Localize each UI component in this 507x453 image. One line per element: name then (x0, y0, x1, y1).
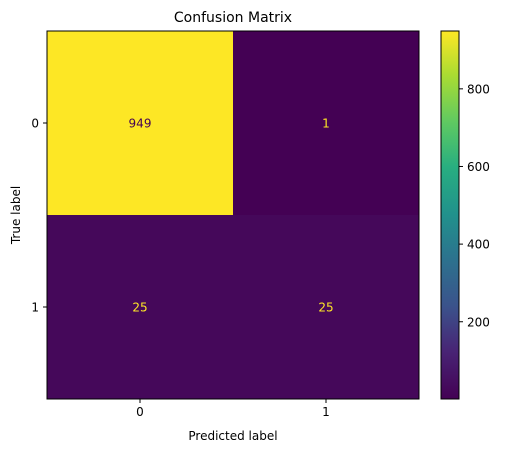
x-axis-label: Predicted label (188, 429, 277, 443)
heatmap-cell (233, 31, 420, 216)
cell-value-label: 25 (132, 301, 147, 315)
heatmap-cells: 949 1 25 25 (47, 31, 420, 400)
heatmap-cell (47, 215, 234, 400)
y-tick-label: 1 (31, 301, 39, 315)
cell-value-label: 1 (322, 117, 330, 131)
colorbar-ticks: 200 400 600 800 (459, 82, 490, 329)
cell-value-label: 25 (318, 301, 333, 315)
colorbar-tick-label: 400 (467, 238, 490, 252)
colorbar-tick-label: 200 (467, 315, 490, 329)
colorbar-tick-label: 800 (467, 82, 490, 96)
x-tick-label: 1 (322, 405, 330, 419)
heatmap-cell (233, 215, 420, 400)
colorbar (440, 30, 460, 400)
y-axis-ticks: 01 (31, 117, 47, 315)
chart-title: Confusion Matrix (174, 10, 292, 26)
cell-value-label: 949 (129, 117, 152, 131)
y-tick-label: 0 (31, 117, 39, 131)
plot-frame (46, 30, 420, 400)
heatmap-cell (47, 31, 234, 216)
y-axis-label: True label (9, 186, 23, 245)
colorbar-tick-label: 600 (467, 160, 490, 174)
x-tick-label: 0 (136, 405, 144, 419)
